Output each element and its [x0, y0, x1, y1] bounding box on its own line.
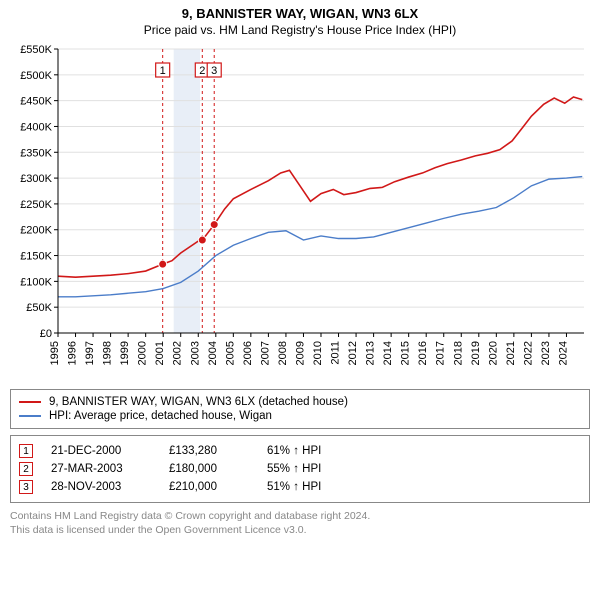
svg-text:2011: 2011: [330, 341, 342, 365]
legend-box: 9, BANNISTER WAY, WIGAN, WN3 6LX (detach…: [10, 389, 590, 429]
sale-date: 27-MAR-2003: [51, 463, 151, 475]
svg-text:2020: 2020: [487, 341, 499, 365]
svg-text:2002: 2002: [172, 341, 184, 365]
sale-row: 2 27-MAR-2003 £180,000 55% ↑ HPI: [19, 462, 581, 476]
svg-text:2021: 2021: [505, 341, 517, 365]
footnote-line1: Contains HM Land Registry data © Crown c…: [10, 509, 590, 523]
title-block: 9, BANNISTER WAY, WIGAN, WN3 6LX Price p…: [0, 0, 600, 37]
svg-text:£250K: £250K: [20, 199, 52, 211]
svg-text:2006: 2006: [242, 341, 254, 365]
sale-marker-icon: 2: [19, 462, 33, 476]
legend-label-property: 9, BANNISTER WAY, WIGAN, WN3 6LX (detach…: [49, 396, 348, 408]
svg-text:2007: 2007: [259, 341, 271, 365]
svg-text:£400K: £400K: [20, 121, 52, 133]
legend-label-hpi: HPI: Average price, detached house, Wiga…: [49, 410, 272, 422]
svg-text:2018: 2018: [452, 341, 464, 365]
svg-text:£350K: £350K: [20, 147, 52, 159]
chart-container: 9, BANNISTER WAY, WIGAN, WN3 6LX Price p…: [0, 0, 600, 590]
svg-text:2004: 2004: [207, 341, 219, 365]
sale-date: 28-NOV-2003: [51, 481, 151, 493]
legend-row-property: 9, BANNISTER WAY, WIGAN, WN3 6LX (detach…: [19, 396, 581, 408]
svg-text:£200K: £200K: [20, 225, 52, 237]
svg-text:2001: 2001: [154, 341, 166, 365]
sale-price: £133,280: [169, 445, 249, 457]
svg-text:3: 3: [211, 65, 217, 77]
legend-swatch-hpi: [19, 415, 41, 417]
sales-box: 1 21-DEC-2000 £133,280 61% ↑ HPI 2 27-MAR-200…: [10, 435, 590, 503]
footnote: Contains HM Land Registry data © Crown c…: [10, 509, 590, 537]
footnote-line2: This data is licensed under the Open Gov…: [10, 523, 590, 537]
svg-text:2019: 2019: [470, 341, 482, 365]
svg-text:£550K: £550K: [20, 44, 52, 56]
line-chart-svg: £0 £50K £100K £150K £200K £250K £300K £350K £400…: [8, 43, 592, 383]
svg-text:2023: 2023: [540, 341, 552, 365]
svg-text:2000: 2000: [137, 341, 149, 365]
legend-swatch-property: [19, 401, 41, 403]
sale-pct: 51% ↑ HPI: [267, 481, 367, 493]
svg-text:1997: 1997: [84, 341, 96, 365]
sale-price: £180,000: [169, 463, 249, 475]
sale-row: 1 21-DEC-2000 £133,280 61% ↑ HPI: [19, 444, 581, 458]
svg-text:2017: 2017: [435, 341, 447, 365]
svg-text:1995: 1995: [49, 341, 61, 365]
svg-text:2008: 2008: [277, 341, 289, 365]
svg-text:2009: 2009: [294, 341, 306, 365]
chart-plot: £0 £50K £100K £150K £200K £250K £300K £350K £400…: [8, 43, 592, 383]
svg-text:£150K: £150K: [20, 251, 52, 263]
svg-text:£0: £0: [40, 328, 52, 340]
svg-text:1996: 1996: [67, 341, 79, 365]
sale-date: 21-DEC-2000: [51, 445, 151, 457]
chart-title-address: 9, BANNISTER WAY, WIGAN, WN3 6LX: [0, 6, 600, 21]
svg-text:£450K: £450K: [20, 96, 52, 108]
sale-marker-icon: 1: [19, 444, 33, 458]
svg-text:2016: 2016: [417, 341, 429, 365]
svg-text:£100K: £100K: [20, 276, 52, 288]
chart-subtitle: Price paid vs. HM Land Registry's House …: [0, 23, 600, 37]
svg-text:2010: 2010: [312, 341, 324, 365]
svg-text:£500K: £500K: [20, 70, 52, 82]
svg-text:2013: 2013: [365, 341, 377, 365]
sale-pct: 61% ↑ HPI: [267, 445, 367, 457]
svg-text:2012: 2012: [347, 341, 359, 365]
svg-text:1998: 1998: [102, 341, 114, 365]
sale-marker-icon: 3: [19, 480, 33, 494]
sale-pct: 55% ↑ HPI: [267, 463, 367, 475]
svg-text:£300K: £300K: [20, 173, 52, 185]
svg-text:£50K: £50K: [26, 302, 52, 314]
svg-text:2005: 2005: [224, 341, 236, 365]
sale-price: £210,000: [169, 481, 249, 493]
svg-text:2024: 2024: [557, 341, 569, 365]
svg-text:1999: 1999: [119, 341, 131, 365]
svg-text:2015: 2015: [400, 341, 412, 365]
legend-row-hpi: HPI: Average price, detached house, Wiga…: [19, 410, 581, 422]
svg-text:2014: 2014: [382, 341, 394, 365]
svg-text:2: 2: [199, 65, 205, 77]
svg-text:2003: 2003: [189, 341, 201, 365]
svg-text:1: 1: [160, 65, 166, 77]
sale-row: 3 28-NOV-2003 £210,000 51% ↑ HPI: [19, 480, 581, 494]
svg-text:2022: 2022: [522, 341, 534, 365]
